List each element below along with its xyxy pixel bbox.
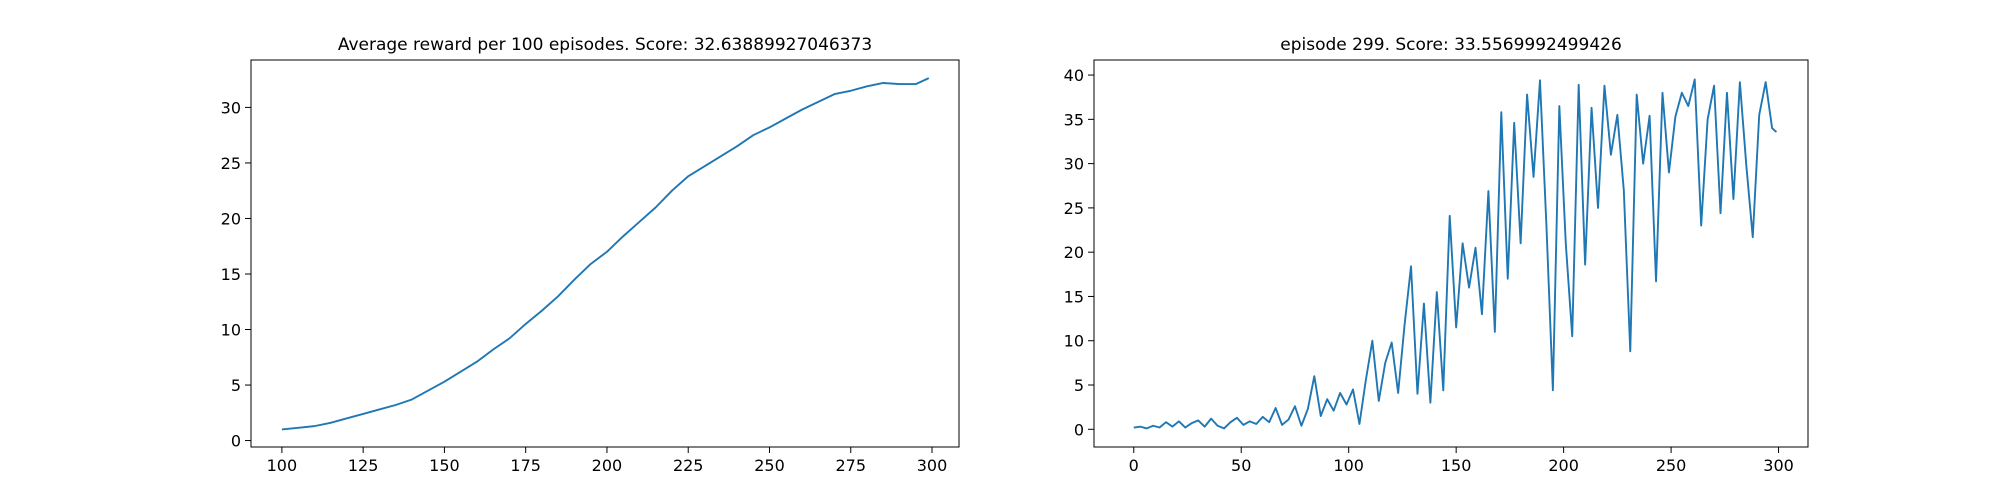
x-tick-label: 125 — [348, 456, 379, 475]
y-tick-label: 35 — [1064, 110, 1084, 129]
x-tick-label: 50 — [1231, 456, 1251, 475]
y-tick-label: 5 — [1074, 376, 1084, 395]
data-line — [1133, 78, 1778, 430]
axes-frame — [1093, 59, 1809, 448]
x-tick-label: 300 — [917, 456, 948, 475]
y-tick-label: 20 — [1064, 243, 1084, 262]
x-tick-label: 275 — [835, 456, 866, 475]
x-tick-label: 250 — [754, 456, 785, 475]
y-tick-label: 30 — [1064, 155, 1084, 174]
x-tick-label: 100 — [267, 456, 298, 475]
chart-title: Average reward per 100 episodes. Score: … — [338, 35, 872, 55]
x-tick-label: 200 — [1548, 456, 1579, 475]
x-tick-label: 0 — [1129, 456, 1139, 475]
y-tick-label: 5 — [231, 376, 241, 395]
y-tick-label: 15 — [221, 265, 241, 284]
x-tick-label: 175 — [510, 456, 541, 475]
x-tick-label: 250 — [1656, 456, 1687, 475]
y-tick-label: 0 — [1074, 420, 1084, 439]
x-tick-label: 200 — [592, 456, 623, 475]
y-tick-label: 10 — [1064, 332, 1084, 351]
y-tick-label: 25 — [1064, 199, 1084, 218]
y-tick-label: 40 — [1064, 66, 1084, 85]
data-line — [281, 77, 930, 431]
y-tick-label: 25 — [221, 154, 241, 173]
axes-frame — [250, 59, 960, 448]
y-tick-label: 30 — [221, 98, 241, 117]
y-tick-label: 0 — [231, 432, 241, 451]
x-tick-label: 300 — [1763, 456, 1794, 475]
y-tick-label: 10 — [221, 321, 241, 340]
y-tick-label: 15 — [1064, 287, 1084, 306]
x-tick-label: 100 — [1333, 456, 1364, 475]
x-tick-label: 150 — [1441, 456, 1472, 475]
y-tick-label: 20 — [221, 209, 241, 228]
x-tick-label: 225 — [673, 456, 704, 475]
x-tick-label: 150 — [429, 456, 460, 475]
chart-title: episode 299. Score: 33.5569992499426 — [1280, 35, 1622, 55]
